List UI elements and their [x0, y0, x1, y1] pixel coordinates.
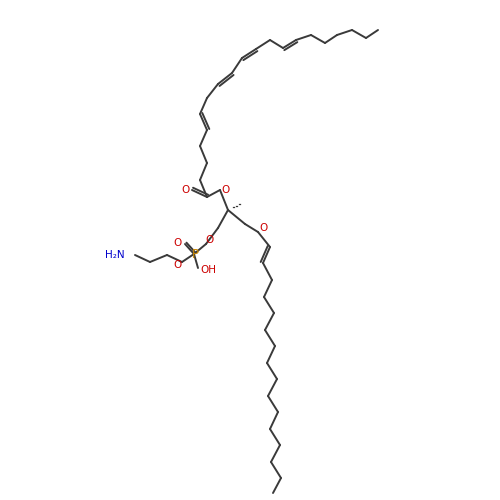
Text: O: O — [173, 260, 181, 270]
Text: O: O — [222, 185, 230, 195]
Text: P: P — [192, 248, 198, 260]
Text: O: O — [174, 238, 182, 248]
Text: H₂N: H₂N — [106, 250, 125, 260]
Text: OH: OH — [200, 265, 216, 275]
Text: O: O — [181, 185, 189, 195]
Text: O: O — [205, 235, 213, 245]
Text: O: O — [259, 223, 267, 233]
